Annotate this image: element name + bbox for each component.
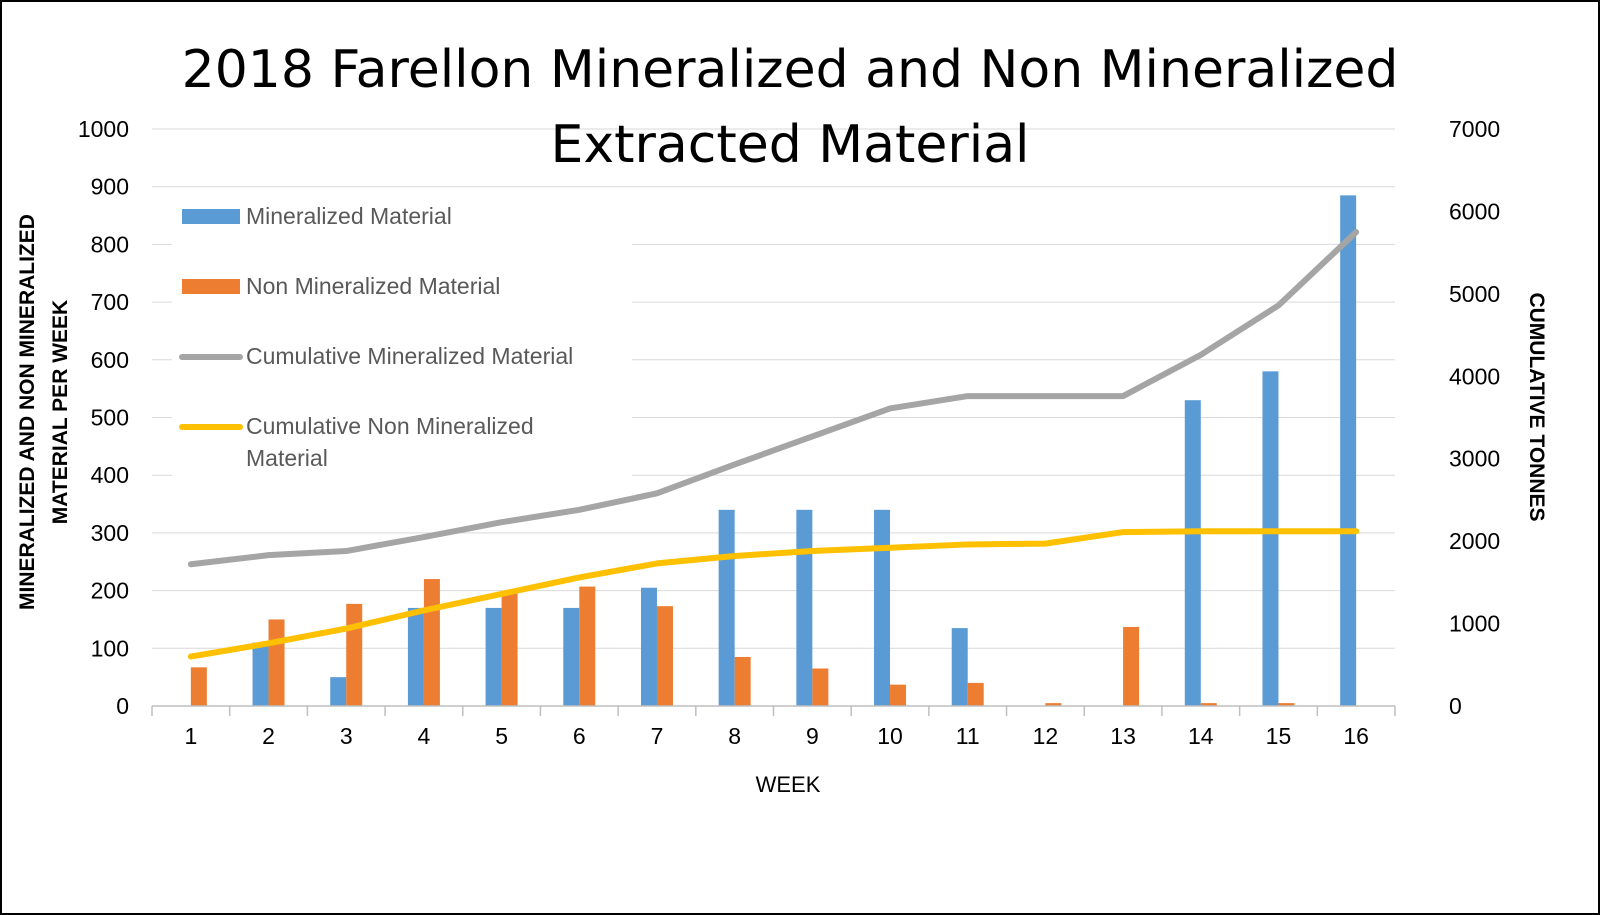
bar-mineralized-week-15 [1262, 371, 1279, 706]
x-tick-label-14: 14 [1188, 723, 1214, 749]
x-tick-label-3: 3 [340, 723, 353, 749]
legend-swatch-mineralized [182, 209, 240, 224]
x-tick-label-2: 2 [262, 723, 275, 749]
y2-tick-label-1000: 1000 [1449, 611, 1500, 637]
chart-title-line-2: Extracted Material [550, 115, 1029, 175]
y2-tick-label-3000: 3000 [1449, 446, 1500, 472]
x-tick-label-7: 7 [651, 723, 664, 749]
bar-non-mineralized-week-12 [1045, 703, 1062, 706]
legend: Mineralized Material Non Mineralized Mat… [172, 192, 632, 482]
bar-mineralized-week-7 [640, 587, 657, 706]
series-lines [187, 229, 1360, 660]
x-tick-label-9: 9 [806, 723, 819, 749]
y-axis-title-line-1: MINERALIZED AND NON MINERALIZED [16, 214, 39, 610]
y-tick-label-400: 400 [91, 462, 129, 488]
legend-label-non-mineralized: Non Mineralized Material [246, 273, 500, 299]
y2-tick-label-4000: 4000 [1449, 363, 1500, 389]
x-tick-label-8: 8 [728, 723, 741, 749]
y2-axis-title: CUMULATIVE TONNES [1525, 292, 1548, 521]
x-tick-label-16: 16 [1343, 723, 1369, 749]
bar-non-mineralized-week-1 [190, 667, 207, 706]
bar-mineralized-week-9 [796, 509, 813, 706]
bar-mineralized-week-3 [330, 677, 347, 706]
legend-swatch-non-mineralized [182, 279, 240, 294]
bar-non-mineralized-week-4 [423, 579, 440, 706]
chart-title-line-1: 2018 Farellon Mineralized and Non Minera… [182, 40, 1399, 100]
bar-non-mineralized-week-13 [1123, 626, 1140, 706]
x-tick-label-13: 13 [1110, 723, 1136, 749]
line-cumulative-mineralized [187, 229, 1360, 568]
y-tick-label-600: 600 [91, 347, 129, 373]
bar-non-mineralized-week-5 [501, 593, 518, 706]
x-tick-label-6: 6 [573, 723, 586, 749]
y2-tick-label-2000: 2000 [1449, 528, 1500, 554]
bar-non-mineralized-week-10 [890, 684, 907, 706]
bar-non-mineralized-week-9 [812, 668, 829, 706]
x-tick-label-1: 1 [184, 723, 197, 749]
y-axis-title-line-2: MATERIAL PER WEEK [49, 300, 72, 524]
y2-tick-label-0: 0 [1449, 693, 1462, 719]
bar-non-mineralized-week-11 [967, 682, 984, 706]
x-tick-label-15: 15 [1266, 723, 1292, 749]
x-tick-label-5: 5 [495, 723, 508, 749]
bar-non-mineralized-week-7 [656, 606, 673, 706]
y-tick-label-100: 100 [91, 635, 129, 661]
y2-tick-label-6000: 6000 [1449, 198, 1500, 224]
legend-background [172, 192, 632, 482]
bar-non-mineralized-week-15 [1278, 703, 1295, 706]
y-tick-label-1000: 1000 [78, 116, 129, 142]
bar-mineralized-week-4 [407, 607, 424, 706]
bar-mineralized-week-11 [951, 628, 968, 706]
line-cumulative-non-mineralized [187, 528, 1360, 660]
y2-tick-label-7000: 7000 [1449, 116, 1500, 142]
y-tick-label-300: 300 [91, 520, 129, 546]
bar-non-mineralized-week-6 [579, 586, 596, 706]
y2-tick-label-5000: 5000 [1449, 281, 1500, 307]
axes: 1 2 3 4 5 6 7 8 9 10 11 12 13 14 15 1601002003004005006… [78, 116, 1500, 749]
x-axis-title: WEEK [756, 772, 821, 797]
bar-mineralized-week-2 [252, 642, 269, 706]
legend-label-cumulative-mineralized: Cumulative Mineralized Material [246, 343, 573, 369]
legend-label-mineralized: Mineralized Material [246, 203, 452, 229]
bar-non-mineralized-week-8 [734, 656, 751, 706]
y-tick-label-700: 700 [91, 289, 129, 315]
x-tick-label-11: 11 [956, 723, 980, 749]
y-tick-label-900: 900 [91, 174, 129, 200]
legend-label-cumulative-non-mineralized: Cumulative Non Mineralized Material [246, 413, 540, 471]
bar-non-mineralized-week-3 [346, 603, 363, 706]
x-tick-label-4: 4 [418, 723, 431, 749]
y-tick-label-200: 200 [91, 578, 129, 604]
bar-mineralized-week-10 [874, 509, 891, 706]
bar-non-mineralized-week-14 [1200, 703, 1217, 706]
y-tick-label-800: 800 [91, 231, 129, 257]
bar-mineralized-week-8 [718, 509, 735, 706]
bar-mineralized-week-6 [563, 607, 580, 706]
bar-mineralized-week-5 [485, 607, 502, 706]
bar-non-mineralized-week-2 [268, 619, 285, 706]
bar-mineralized-week-16 [1340, 195, 1357, 707]
y-tick-label-0: 0 [116, 693, 129, 719]
x-tick-label-10: 10 [877, 723, 903, 749]
bar-mineralized-week-14 [1184, 400, 1201, 706]
y-tick-label-500: 500 [91, 405, 129, 431]
x-tick-label-12: 12 [1033, 723, 1059, 749]
